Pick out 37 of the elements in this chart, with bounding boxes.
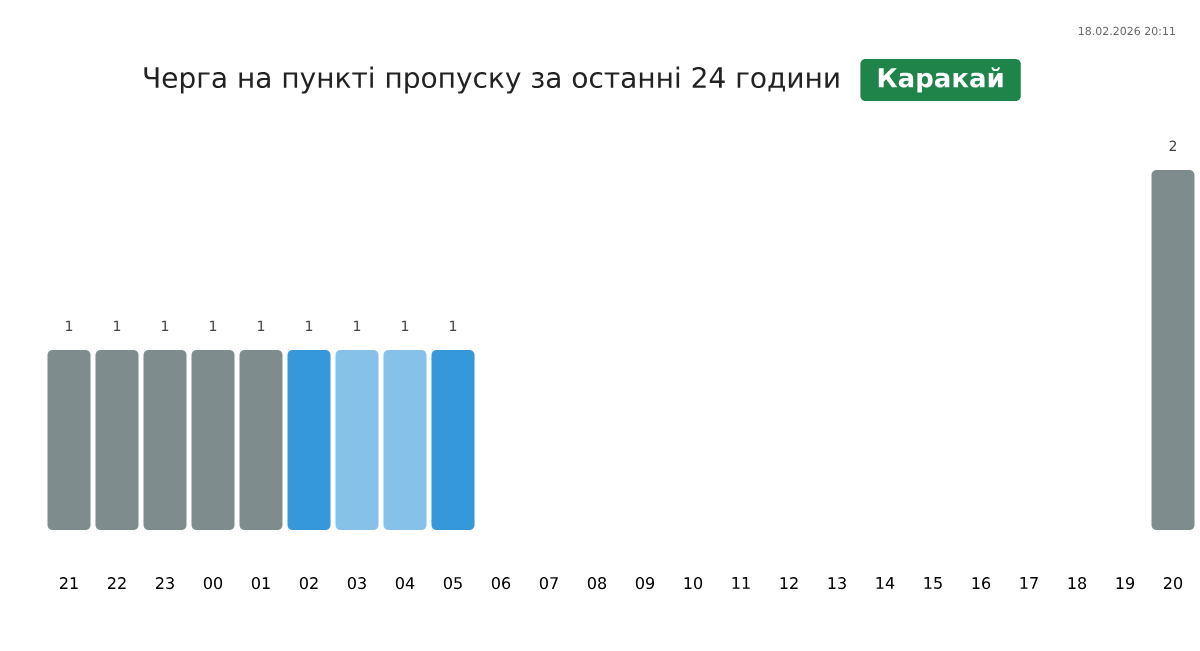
x-tick-label: 23 <box>155 577 174 590</box>
data-label: 1 <box>306 320 313 331</box>
x-tick-label: 05 <box>443 577 462 590</box>
chart-subtitle: Каракай <box>878 67 1003 93</box>
x-tick-label: 11 <box>732 577 750 589</box>
x-tick-label: 16 <box>972 577 991 590</box>
x-tick-label: 10 <box>684 577 703 590</box>
x-tick-label: 17 <box>1020 577 1038 589</box>
data-label: 1 <box>66 320 73 331</box>
x-tick-label: 01 <box>251 577 270 590</box>
chart-title: Черга на пункті пропуску за останні 24 години <box>144 66 839 94</box>
x-tick-label: 12 <box>780 577 798 589</box>
x-tick-label: 19 <box>1116 577 1135 590</box>
data-label: 1 <box>402 320 409 331</box>
x-tick-label: 07 <box>539 577 558 590</box>
x-tick-label: 06 <box>491 577 511 590</box>
data-label: 1 <box>258 320 265 331</box>
x-tick-label: 03 <box>347 577 366 590</box>
x-tick-label: 04 <box>395 577 415 590</box>
x-tick-label: 21 <box>59 577 78 589</box>
x-tick-label: 13 <box>828 577 846 590</box>
data-label: 2 <box>1169 140 1177 151</box>
x-tick-label: 20 <box>1163 577 1183 590</box>
x-tick-label: 18 <box>1068 577 1087 590</box>
x-tick-label: 22 <box>107 577 126 589</box>
data-label: 1 <box>114 320 121 331</box>
x-tick-label: 14 <box>876 577 895 589</box>
x-tick-label: 09 <box>635 577 655 590</box>
x-tick-label: 15 <box>924 577 942 589</box>
text: 18.02.2026 20:11 <box>1078 26 1175 36</box>
x-tick-label: 08 <box>587 577 607 590</box>
x-tick-label: 02 <box>299 577 318 590</box>
data-label: 1 <box>162 320 169 331</box>
data-label: 1 <box>354 320 361 331</box>
data-label: 1 <box>450 320 457 331</box>
x-tick-label: 00 <box>203 577 223 590</box>
data-label: 1 <box>210 320 217 331</box>
